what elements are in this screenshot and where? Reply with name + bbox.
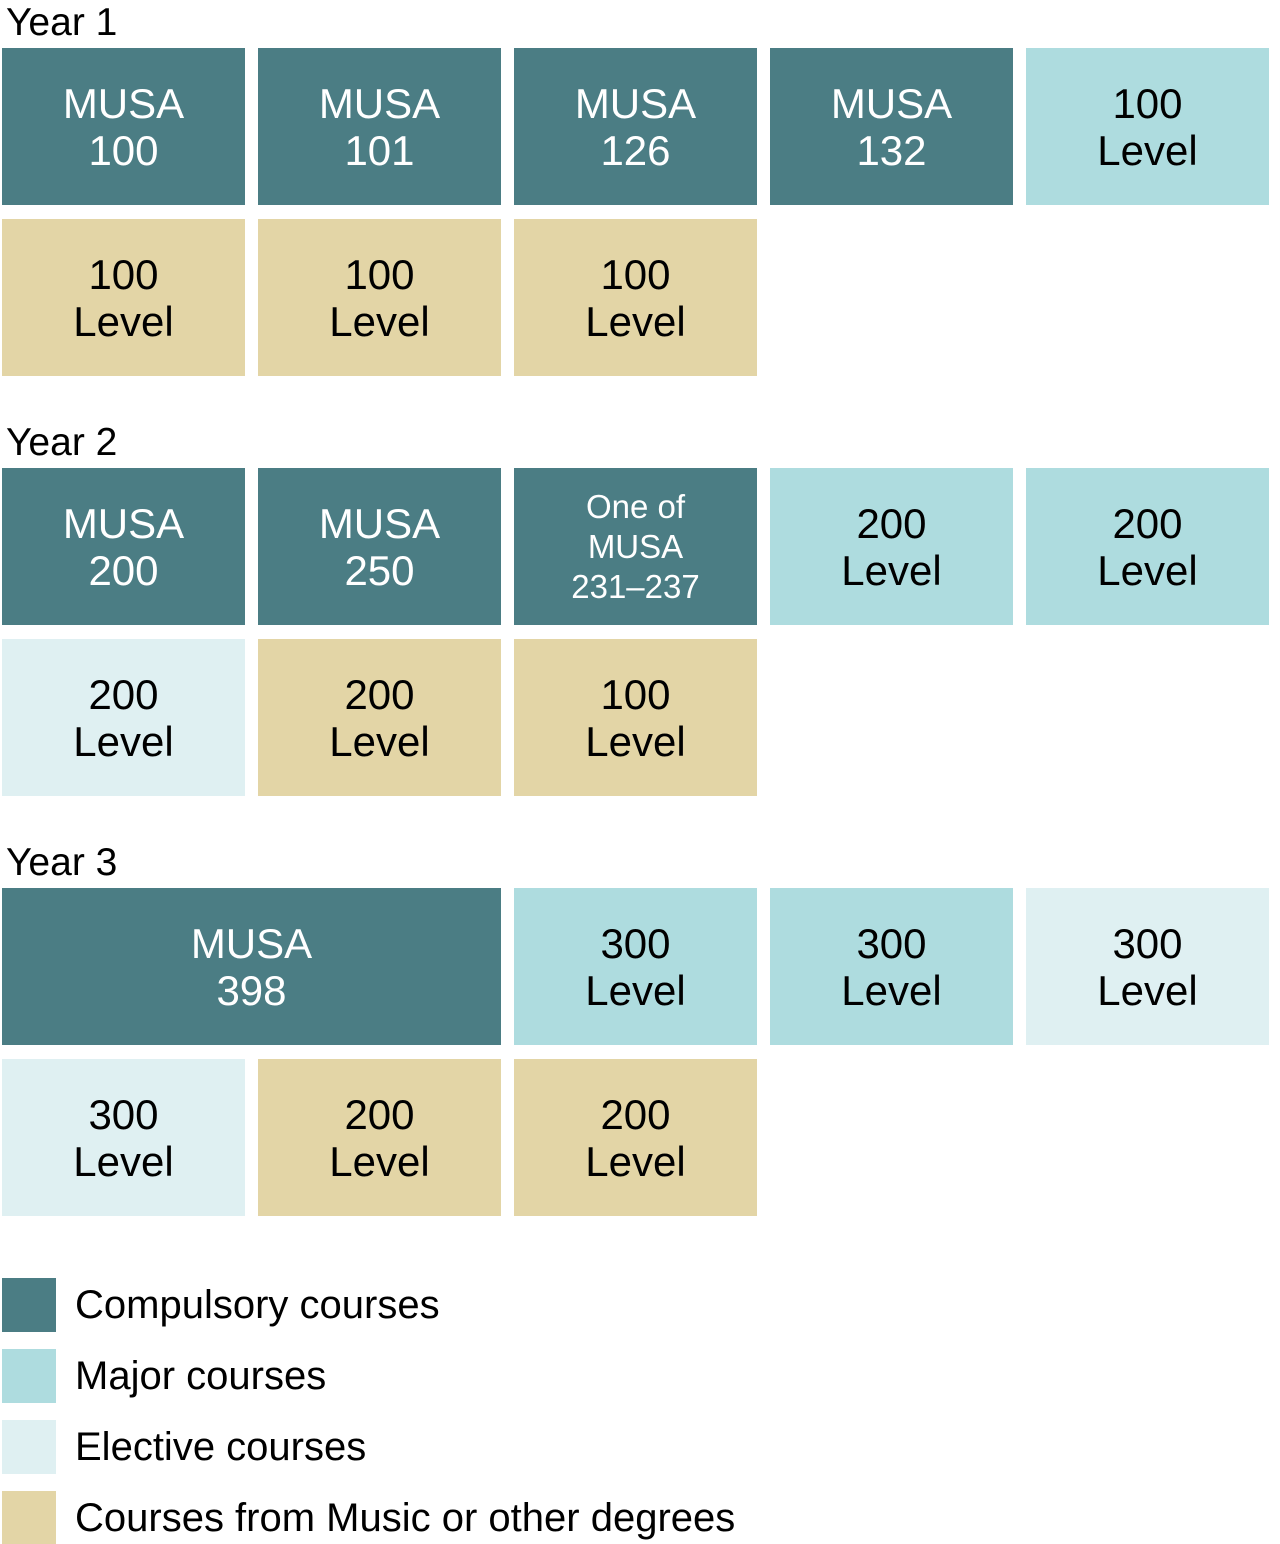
empty-cell	[770, 639, 1013, 796]
course-box-100-level-other-3: 100 Level	[514, 219, 757, 376]
legend-swatch-other	[2, 1491, 56, 1544]
year-2-heading: Year 2	[6, 421, 118, 464]
empty-cell	[1026, 219, 1269, 376]
course-box-musa-200: MUSA 200	[2, 468, 245, 625]
course-box-musa-132: MUSA 132	[770, 48, 1013, 205]
course-box-200-level-other-y3-1: 200 Level	[258, 1059, 501, 1216]
course-box-musa-101: MUSA 101	[258, 48, 501, 205]
legend-swatch-compulsory	[2, 1278, 56, 1332]
empty-cell	[1026, 1059, 1269, 1216]
course-box-one-of-musa-231-237: One of MUSA 231–237	[514, 468, 757, 625]
year-3-heading: Year 3	[6, 841, 118, 884]
course-box-100-level-major: 100 Level	[1026, 48, 1269, 205]
legend-item-compulsory: Compulsory courses	[2, 1278, 1269, 1332]
course-box-200-level-elective: 200 Level	[2, 639, 245, 796]
legend-swatch-elective	[2, 1420, 56, 1474]
course-box-100-level-other-2: 100 Level	[258, 219, 501, 376]
empty-cell	[770, 219, 1013, 376]
course-box-musa-398: MUSA 398	[2, 888, 501, 1045]
course-box-200-level-major-2: 200 Level	[1026, 468, 1269, 625]
course-box-300-level-major-2: 300 Level	[770, 888, 1013, 1045]
legend-item-major: Major courses	[2, 1349, 1269, 1403]
course-box-300-level-elective-2: 300 Level	[2, 1059, 245, 1216]
legend-swatch-major	[2, 1349, 56, 1403]
course-box-musa-126: MUSA 126	[514, 48, 757, 205]
course-box-100-level-other-y2: 100 Level	[514, 639, 757, 796]
course-box-musa-250: MUSA 250	[258, 468, 501, 625]
course-box-musa-100: MUSA 100	[2, 48, 245, 205]
year-1-grid: MUSA 100 MUSA 101 MUSA 126 MUSA 132 100 …	[2, 48, 1269, 376]
year-1-heading: Year 1	[6, 1, 118, 44]
legend-label-other: Courses from Music or other degrees	[75, 1496, 736, 1540]
course-box-300-level-major-1: 300 Level	[514, 888, 757, 1045]
course-box-200-level-other: 200 Level	[258, 639, 501, 796]
empty-cell	[1026, 639, 1269, 796]
legend-label-compulsory: Compulsory courses	[75, 1283, 440, 1327]
legend-item-other: Courses from Music or other degrees	[2, 1491, 1269, 1544]
legend-label-elective: Elective courses	[75, 1425, 367, 1469]
course-box-200-level-major-1: 200 Level	[770, 468, 1013, 625]
year-2-grid: MUSA 200 MUSA 250 One of MUSA 231–237 20…	[2, 468, 1269, 796]
legend: Compulsory courses Major courses Electiv…	[2, 1278, 1269, 1544]
legend-item-elective: Elective courses	[2, 1420, 1269, 1474]
course-box-200-level-other-y3-2: 200 Level	[514, 1059, 757, 1216]
legend-label-major: Major courses	[75, 1354, 327, 1398]
course-box-300-level-elective-1: 300 Level	[1026, 888, 1269, 1045]
course-box-100-level-other-1: 100 Level	[2, 219, 245, 376]
year-3-grid: MUSA 398 300 Level 300 Level 300 Level 3…	[2, 888, 1269, 1216]
empty-cell	[770, 1059, 1013, 1216]
